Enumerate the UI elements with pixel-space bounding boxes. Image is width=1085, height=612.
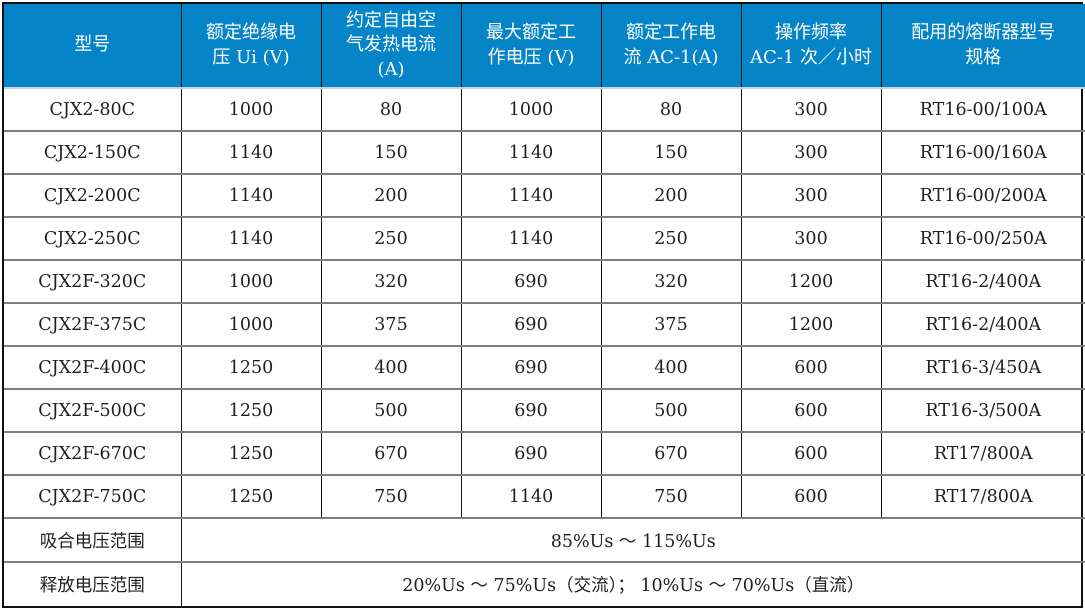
model-cell: CJX2-80C — [4, 88, 182, 132]
value-cell: RT16-3/450A — [881, 346, 1085, 390]
model-cell: CJX2F-500C — [4, 389, 182, 433]
value-cell: RT17/800A — [881, 475, 1085, 519]
value-cell: RT16-2/400A — [881, 260, 1085, 304]
model-cell: CJX2-200C — [4, 174, 182, 218]
value-cell: 375 — [601, 303, 742, 347]
value-cell: 200 — [321, 174, 462, 218]
value-cell: 1250 — [181, 346, 322, 390]
value-cell: 500 — [321, 389, 462, 433]
value-cell: 1000 — [181, 88, 322, 132]
model-cell: CJX2F-670C — [4, 432, 182, 476]
value-cell: 600 — [741, 475, 882, 519]
table-row: CJX2F-320C 1000 320 690 320 1200 RT16-2/400A — [4, 260, 1085, 304]
value-cell: 80 — [601, 88, 742, 132]
header-row: 型号 额定绝缘电 压 Ui (V) 约定自由空 气发热电流 (A) 最大额定工 作电压… — [4, 4, 1085, 89]
value-cell: 300 — [741, 131, 882, 175]
value-cell: 250 — [601, 217, 742, 261]
value-cell: 1200 — [741, 260, 882, 304]
table-row: CJX2F-750C 1250 750 1140 750 600 RT17/800A — [4, 475, 1085, 519]
table-body: CJX2-80C 1000 80 1000 80 300 RT16-00/100A CJX2-… — [4, 88, 1085, 519]
value-cell: 150 — [321, 131, 462, 175]
value-cell: 1140 — [181, 174, 322, 218]
footer-row: 吸合电压范围 85%Us ～ 115%Us — [4, 518, 1085, 563]
footer-label-cell: 吸合电压范围 — [4, 518, 182, 563]
value-cell: 600 — [741, 389, 882, 433]
value-cell: 200 — [601, 174, 742, 218]
column-header-3: 约定自由空 气发热电流 (A) — [321, 4, 462, 89]
value-cell: 400 — [321, 346, 462, 390]
value-cell: RT16-00/250A — [881, 217, 1085, 261]
model-cell: CJX2F-375C — [4, 303, 182, 347]
value-cell: 1140 — [461, 174, 602, 218]
value-cell: 1000 — [181, 303, 322, 347]
value-cell: 250 — [321, 217, 462, 261]
value-cell: 150 — [601, 131, 742, 175]
table-row: CJX2-150C 1140 150 1140 150 300 RT16-00/160A — [4, 131, 1085, 175]
column-header-6: 操作频率 AC-1 次／小时 — [741, 4, 882, 89]
table-row: CJX2-250C 1140 250 1140 250 300 RT16-00/250A — [4, 217, 1085, 261]
table-header: 型号 额定绝缘电 压 Ui (V) 约定自由空 气发热电流 (A) 最大额定工 作电压… — [4, 4, 1085, 89]
footer-label-cell: 释放电压范围 — [4, 562, 182, 606]
table-row: CJX2-200C 1140 200 1140 200 300 RT16-00/200A — [4, 174, 1085, 218]
value-cell: RT16-00/200A — [881, 174, 1085, 218]
value-cell: RT17/800A — [881, 432, 1085, 476]
table-footer: 吸合电压范围 85%Us ～ 115%Us 释放电压范围 20%Us ～ 75%Us（… — [4, 518, 1085, 606]
value-cell: 750 — [321, 475, 462, 519]
spec-table: 型号 额定绝缘电 压 Ui (V) 约定自由空 气发热电流 (A) 最大额定工 作电压… — [4, 4, 1085, 606]
value-cell: 300 — [741, 174, 882, 218]
value-cell: 1200 — [741, 303, 882, 347]
table-row: CJX2F-500C 1250 500 690 500 600 RT16-3/500A — [4, 389, 1085, 433]
column-header-4: 最大额定工 作电压 (V) — [461, 4, 602, 89]
footer-value-cell: 85%Us ～ 115%Us — [181, 518, 1085, 563]
value-cell: 300 — [741, 217, 882, 261]
value-cell: 600 — [741, 346, 882, 390]
value-cell: 670 — [321, 432, 462, 476]
model-cell: CJX2F-320C — [4, 260, 182, 304]
table-row: CJX2F-375C 1000 375 690 375 1200 RT16-2/400A — [4, 303, 1085, 347]
value-cell: 690 — [461, 260, 602, 304]
value-cell: 690 — [461, 303, 602, 347]
column-header-7: 配用的熔断器型号 规格 — [881, 4, 1085, 89]
value-cell: 690 — [461, 432, 602, 476]
value-cell: 1250 — [181, 389, 322, 433]
value-cell: 400 — [601, 346, 742, 390]
column-header-1: 型号 — [4, 4, 182, 89]
table-row: CJX2F-400C 1250 400 690 400 600 RT16-3/450A — [4, 346, 1085, 390]
footer-row: 释放电压范围 20%Us ～ 75%Us（交流）； 10%Us ～ 70%Us（直… — [4, 562, 1085, 606]
model-cell: CJX2F-400C — [4, 346, 182, 390]
model-cell: CJX2-150C — [4, 131, 182, 175]
value-cell: 1140 — [461, 131, 602, 175]
value-cell: 500 — [601, 389, 742, 433]
value-cell: RT16-00/160A — [881, 131, 1085, 175]
value-cell: 80 — [321, 88, 462, 132]
column-header-5: 额定工作电 流 AC-1(A) — [601, 4, 742, 89]
footer-value-cell: 20%Us ～ 75%Us（交流）； 10%Us ～ 70%Us（直流） — [402, 576, 865, 596]
value-cell: 320 — [321, 260, 462, 304]
value-cell: RT16-3/500A — [881, 389, 1085, 433]
value-cell: 1000 — [461, 88, 602, 132]
value-cell: 375 — [321, 303, 462, 347]
value-cell: 1250 — [181, 475, 322, 519]
value-cell: 670 — [601, 432, 742, 476]
value-cell: 690 — [461, 346, 602, 390]
model-cell: CJX2-250C — [4, 217, 182, 261]
table-row: CJX2-80C 1000 80 1000 80 300 RT16-00/100A — [4, 88, 1085, 132]
table-row: CJX2F-670C 1250 670 690 670 600 RT17/800A — [4, 432, 1085, 476]
model-cell: CJX2F-750C — [4, 475, 182, 519]
value-cell: 320 — [601, 260, 742, 304]
column-header-2: 额定绝缘电 压 Ui (V) — [181, 4, 322, 89]
value-cell: RT16-00/100A — [881, 88, 1085, 132]
value-cell: 1140 — [181, 217, 322, 261]
value-cell: 1000 — [181, 260, 322, 304]
value-cell: 1140 — [461, 475, 602, 519]
value-cell: 600 — [741, 432, 882, 476]
value-cell: 690 — [461, 389, 602, 433]
value-cell: 750 — [601, 475, 742, 519]
value-cell: RT16-2/400A — [881, 303, 1085, 347]
value-cell: 1250 — [181, 432, 322, 476]
value-cell: 1140 — [181, 131, 322, 175]
value-cell: 300 — [741, 88, 882, 132]
value-cell: 1140 — [461, 217, 602, 261]
